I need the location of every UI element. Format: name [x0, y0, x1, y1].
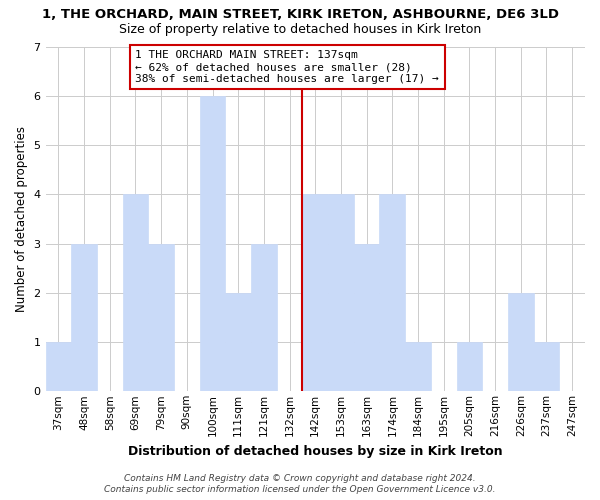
- Bar: [251, 244, 277, 392]
- Bar: [71, 244, 97, 392]
- Text: 1, THE ORCHARD, MAIN STREET, KIRK IRETON, ASHBOURNE, DE6 3LD: 1, THE ORCHARD, MAIN STREET, KIRK IRETON…: [41, 8, 559, 20]
- Bar: [200, 96, 226, 392]
- X-axis label: Distribution of detached houses by size in Kirk Ireton: Distribution of detached houses by size …: [128, 444, 503, 458]
- Bar: [148, 244, 174, 392]
- Bar: [405, 342, 431, 392]
- Bar: [354, 244, 379, 392]
- Bar: [122, 194, 148, 392]
- Y-axis label: Number of detached properties: Number of detached properties: [15, 126, 28, 312]
- Bar: [457, 342, 482, 392]
- Text: Contains HM Land Registry data © Crown copyright and database right 2024.
Contai: Contains HM Land Registry data © Crown c…: [104, 474, 496, 494]
- Text: 1 THE ORCHARD MAIN STREET: 137sqm
← 62% of detached houses are smaller (28)
38% : 1 THE ORCHARD MAIN STREET: 137sqm ← 62% …: [136, 50, 439, 84]
- Bar: [328, 194, 354, 392]
- Bar: [379, 194, 405, 392]
- Bar: [46, 342, 71, 392]
- Text: Size of property relative to detached houses in Kirk Ireton: Size of property relative to detached ho…: [119, 22, 481, 36]
- Bar: [302, 194, 328, 392]
- Bar: [226, 293, 251, 392]
- Bar: [533, 342, 559, 392]
- Bar: [508, 293, 533, 392]
